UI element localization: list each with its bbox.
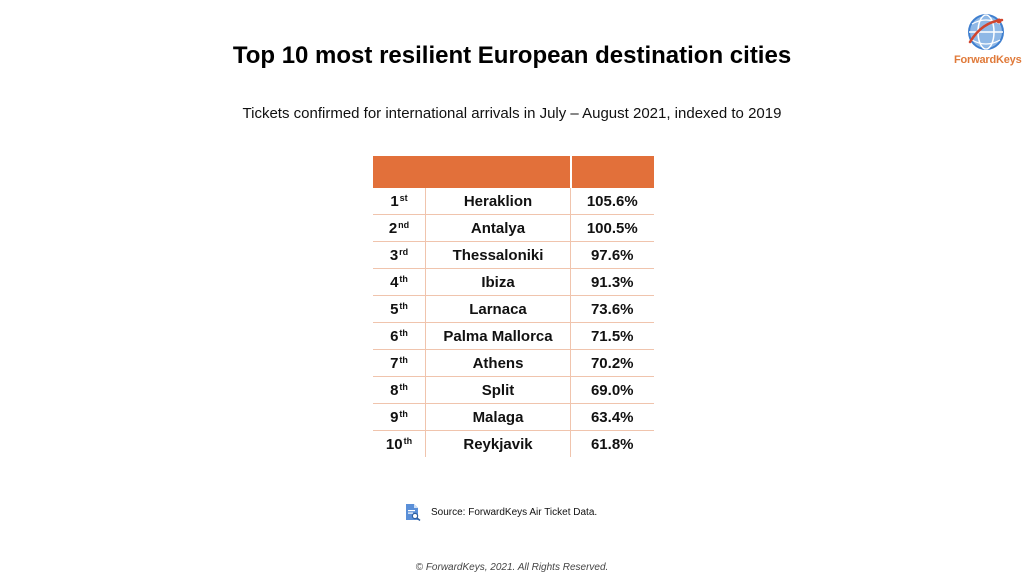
- table-row: 8th Split 69.0%: [373, 376, 654, 404]
- value-cell: 97.6%: [570, 241, 654, 269]
- rank-cell: 1st: [373, 188, 426, 215]
- page-title: Top 10 most resilient European destinati…: [232, 42, 792, 69]
- rank-suffix: th: [399, 354, 408, 365]
- rank-suffix: rd: [399, 246, 409, 257]
- rank-number: 3: [389, 246, 399, 264]
- city-cell: Malaga: [425, 403, 571, 431]
- rank-cell: 9th: [373, 403, 426, 431]
- table-row: 7th Athens 70.2%: [373, 349, 654, 377]
- rank-suffix: st: [399, 192, 408, 203]
- forwardkeys-logo: ForwardKeys: [954, 12, 1022, 72]
- ranking-table: 1st Heraklion 105.6% 2nd Antalya 100.5% 3rd The…: [373, 156, 654, 457]
- value-cell: 70.2%: [570, 349, 654, 377]
- document-search-icon: [406, 504, 421, 521]
- rank-suffix: th: [399, 327, 408, 338]
- table-body: 1st Heraklion 105.6% 2nd Antalya 100.5% 3rd The…: [373, 188, 654, 457]
- rank-suffix: th: [399, 300, 408, 311]
- rank-cell: 6th: [373, 322, 426, 350]
- value-cell: 73.6%: [570, 295, 654, 323]
- value-cell: 100.5%: [570, 214, 654, 242]
- rank-cell: 4th: [373, 268, 426, 296]
- table-row: 4th Ibiza 91.3%: [373, 268, 654, 296]
- city-cell: Larnaca: [425, 295, 571, 323]
- city-cell: Palma Mallorca: [425, 322, 571, 350]
- rank-number: 2: [388, 219, 398, 237]
- city-cell: Thessaloniki: [425, 241, 571, 269]
- rank-number: 9: [390, 408, 399, 426]
- value-cell: 63.4%: [570, 403, 654, 431]
- rank-cell: 10th: [373, 430, 426, 457]
- table-header-value: [570, 156, 654, 188]
- table-header-row: [373, 156, 654, 188]
- rank-cell: 5th: [373, 295, 426, 323]
- city-cell: Ibiza: [425, 268, 571, 296]
- rank-number: 4: [390, 273, 399, 291]
- logo-text: ForwardKeys: [954, 54, 1022, 66]
- page-subtitle: Tickets confirmed for international arri…: [242, 105, 782, 122]
- rank-number: 10: [385, 435, 403, 453]
- rank-suffix: nd: [398, 219, 410, 230]
- table-row: 5th Larnaca 73.6%: [373, 295, 654, 323]
- table-row: 10th Reykjavik 61.8%: [373, 430, 654, 457]
- value-cell: 105.6%: [570, 188, 654, 215]
- city-cell: Athens: [425, 349, 571, 377]
- rank-suffix: th: [403, 435, 413, 446]
- value-cell: 61.8%: [590, 435, 634, 453]
- table-row: 2nd Antalya 100.5%: [373, 214, 654, 242]
- rank-number: 8: [390, 381, 399, 399]
- value-cell: 71.5%: [570, 322, 654, 350]
- source-note: Source: ForwardKeys Air Ticket Data.: [405, 503, 597, 521]
- globe-icon: [968, 14, 1004, 50]
- rank-suffix: th: [399, 408, 408, 419]
- city-cell: Reykjavik: [425, 430, 571, 457]
- value-cell: 91.3%: [570, 268, 654, 296]
- table-row: 1st Heraklion 105.6%: [373, 188, 654, 215]
- table-row: 6th Palma Mallorca 71.5%: [373, 322, 654, 350]
- rank-number: 1: [390, 192, 399, 210]
- rank-cell: 2nd: [373, 214, 426, 242]
- value-cell: 69.0%: [570, 376, 654, 404]
- rank-suffix: th: [399, 381, 408, 392]
- city-cell: Split: [425, 376, 571, 404]
- rank-cell: 3rd: [373, 241, 426, 269]
- rank-cell: 8th: [373, 376, 426, 404]
- source-text: Source: ForwardKeys Air Ticket Data.: [431, 506, 598, 518]
- table-row: 9th Malaga 63.4%: [373, 403, 654, 431]
- copyright-footer: © ForwardKeys, 2021. All Rights Reserved…: [415, 562, 609, 573]
- table-header-city: [373, 156, 572, 188]
- city-cell: Antalya: [425, 214, 571, 242]
- city-cell: Heraklion: [425, 188, 571, 215]
- rank-number: 7: [390, 354, 399, 372]
- rank-suffix: th: [399, 273, 408, 284]
- rank-number: 6: [390, 327, 399, 345]
- table-row: 3rd Thessaloniki 97.6%: [373, 241, 654, 269]
- rank-cell: 7th: [373, 349, 426, 377]
- rank-number: 5: [390, 300, 399, 318]
